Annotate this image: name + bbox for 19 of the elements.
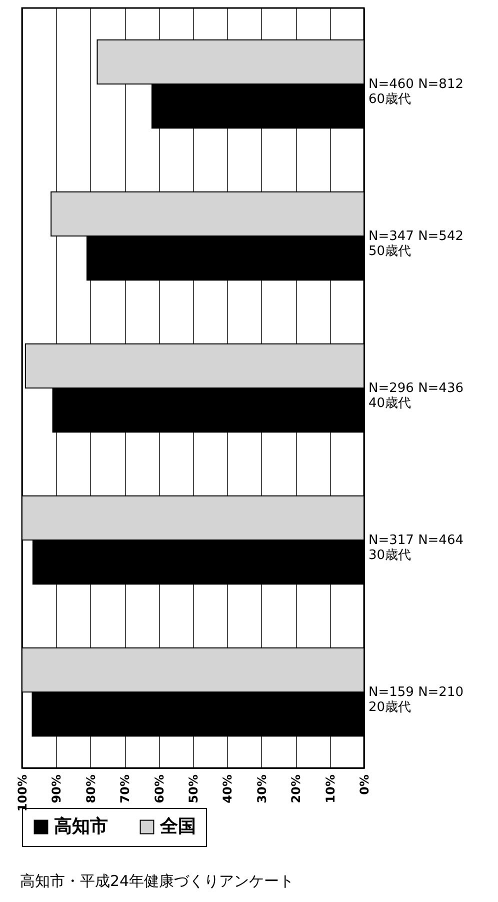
x-tick-label: 90% — [50, 774, 64, 804]
y-tick-label: N=460 N=812 60歳代 — [368, 77, 464, 107]
y-tick-label: N=347 N=542 50歳代 — [368, 229, 464, 259]
x-tick-label: 0% — [358, 774, 372, 795]
x-tick-label: 20% — [289, 774, 304, 804]
x-tick-label: 80% — [84, 774, 98, 804]
x-tick-label: 50% — [186, 774, 200, 804]
text: 高知市・平成24年健康づくりアンケート — [20, 872, 294, 891]
x-tick-label: 40% — [220, 774, 235, 804]
y-tick-label: N=296 N=436 40歳代 — [368, 381, 464, 411]
x-tick-label: 70% — [118, 774, 132, 804]
legend-label: 高知市 — [54, 816, 108, 837]
x-tick-label: 60% — [152, 774, 166, 804]
legend-label: 全国 — [159, 816, 196, 837]
x-tick-label: 100% — [16, 774, 30, 812]
x-tick-label: 10% — [323, 774, 338, 804]
y-tick-label: N=159 N=210 20歳代 — [368, 685, 464, 715]
y-tick-label: N=317 N=464 30歳代 — [368, 533, 464, 563]
x-tick-label: 30% — [254, 774, 269, 804]
